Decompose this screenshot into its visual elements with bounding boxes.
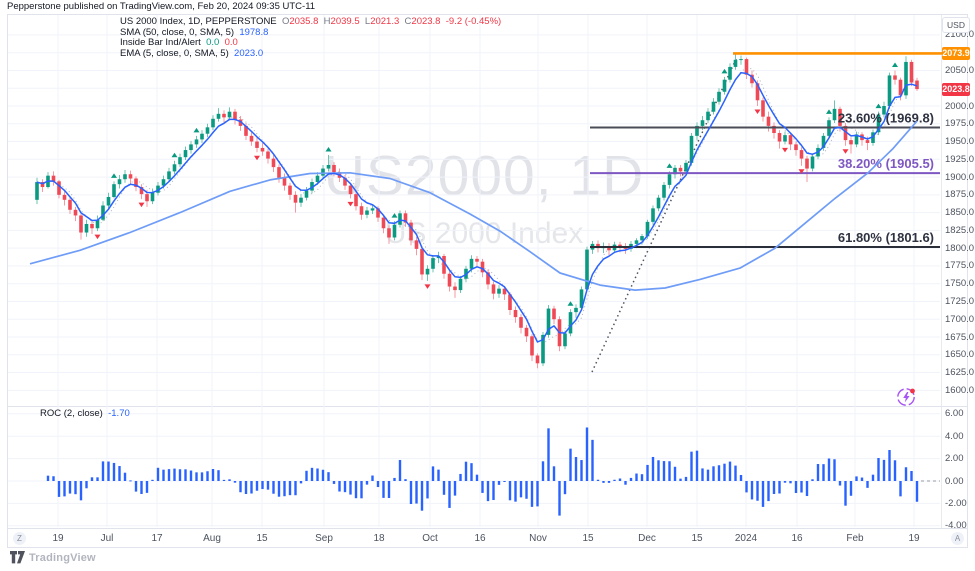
- price-axis-label: 1800.0: [945, 242, 975, 254]
- ema-indicator-title: EMA (5, close, 0, SMA, 5): [120, 47, 229, 59]
- main-legend: US 2000 Index, 1D, PEPPERSTONE O2035.8 H…: [120, 16, 502, 60]
- time-axis-label: 16: [791, 533, 803, 544]
- roc-indicator-value: -1.70: [108, 408, 130, 419]
- time-axis-label: 15: [256, 533, 268, 544]
- pane-divider[interactable]: [8, 406, 968, 407]
- legend-ema-row[interactable]: EMA (5, close, 0, SMA, 5) 2023.0: [120, 47, 501, 60]
- time-axis-label: Aug: [203, 533, 221, 544]
- symbol-watermark: US2000, 1D US 2000 Index: [324, 148, 645, 249]
- price-axis-label: 2100.0: [945, 29, 975, 41]
- price-axis-label: 1725.0: [945, 295, 975, 307]
- time-axis-label: Feb: [846, 533, 864, 544]
- price-axis-label: 2000.0: [945, 100, 975, 112]
- price-axis-label: 1675.0: [945, 331, 975, 343]
- timezone-badge[interactable]: Z: [13, 532, 26, 545]
- ohlc-open-label: O: [281, 16, 290, 27]
- roc-axis-label: -4.00: [945, 520, 967, 532]
- time-axis-label: 19: [908, 533, 920, 544]
- ohlc-close-label: C: [404, 16, 412, 27]
- time-axis-label: 16: [474, 533, 486, 544]
- insidebar-indicator-title: Inside Bar Ind/Alert: [120, 37, 201, 48]
- time-axis-label: Jul: [100, 533, 114, 544]
- roc-indicator-title: ROC (2, close): [40, 408, 103, 419]
- ohlc-close-value: 2023.8: [411, 16, 441, 27]
- legend-symbol-title: US 2000 Index, 1D, PEPPERSTONE: [120, 16, 277, 27]
- roc-legend[interactable]: ROC (2, close) -1.70: [40, 408, 130, 419]
- time-axis-label: Oct: [422, 533, 438, 544]
- time-axis-label: Nov: [529, 533, 547, 544]
- time-axis-label: Dec: [638, 533, 656, 544]
- price-axis-separator: [941, 15, 942, 528]
- price-axis-label: 1900.0: [945, 171, 975, 183]
- insidebar-value-1: 0.0: [206, 37, 220, 48]
- price-axis-label: 1600.0: [945, 384, 975, 396]
- auto-scale-badge[interactable]: A: [951, 532, 964, 545]
- sma-indicator-value: 1978.8: [239, 26, 269, 38]
- legend-symbol-row[interactable]: US 2000 Index, 1D, PEPPERSTONE O2035.8 H…: [120, 16, 502, 28]
- ohlc-open-value: 2035.8: [289, 16, 319, 27]
- ema-indicator-value: 2023.0: [234, 47, 264, 59]
- price-axis-label: 1750.0: [945, 278, 975, 290]
- ohlc-low-label: L: [364, 16, 371, 27]
- time-axis-label: 19: [52, 533, 64, 544]
- flash-icon: [897, 388, 915, 406]
- ohlc-low-value: 2021.3: [370, 16, 400, 27]
- price-axis-label: 1775.0: [945, 260, 975, 272]
- price-axis-label: 1950.0: [945, 136, 975, 148]
- chart-frame: [7, 14, 968, 548]
- roc-axis-label: 2.00: [945, 453, 964, 465]
- price-axis-label: 1850.0: [945, 207, 975, 219]
- sma-indicator-title: SMA (50, close, 0, SMA, 5): [120, 26, 235, 38]
- time-axis-label: 15: [691, 533, 703, 544]
- publish-attribution-text: Pepperstone published on TradingView.com…: [7, 1, 316, 12]
- tradingview-logo-text: TradingView: [29, 551, 96, 564]
- tradingview-logo[interactable]: TradingView: [10, 551, 96, 564]
- price-axis-label: 1825.0: [945, 224, 975, 236]
- legend-sma-row[interactable]: SMA (50, close, 0, SMA, 5) 1978.8: [120, 26, 501, 39]
- roc-axis-label: 4.00: [945, 430, 964, 442]
- legend-insidebar-row[interactable]: Inside Bar Ind/Alert 0.0 0.0: [120, 37, 501, 49]
- time-axis-label: 18: [373, 533, 385, 544]
- quick-trade-flash-button[interactable]: [896, 386, 918, 408]
- insidebar-value-2: 0.0: [224, 37, 238, 48]
- roc-axis-label: 6.00: [945, 408, 964, 420]
- time-axis-label: 17: [151, 533, 163, 544]
- price-axis-label: 2050.0: [945, 64, 975, 76]
- currency-usd-button[interactable]: USD: [942, 17, 970, 33]
- price-axis-label: 1875.0: [945, 189, 975, 201]
- time-axis-label: 2024: [734, 533, 758, 544]
- high-price-badge: 2073.9: [942, 46, 970, 60]
- price-axis-label: 1975.0: [945, 118, 975, 130]
- roc-axis-label: 0.00: [945, 475, 964, 487]
- ohlc-change-value: -9.2 (-0.45%): [445, 16, 502, 27]
- ohlc-high-value: 2039.5: [330, 16, 360, 27]
- ohlc-high-label: H: [323, 16, 331, 27]
- price-axis-label: 1625.0: [945, 367, 975, 379]
- last-price-badge: 2023.8: [942, 82, 970, 96]
- tradingview-logo-icon: [10, 551, 25, 564]
- price-axis-label: 1925.0: [945, 153, 975, 165]
- watermark-description: US 2000 Index: [384, 217, 584, 250]
- time-axis-label: 15: [582, 533, 594, 544]
- price-axis-label: 1650.0: [945, 349, 975, 361]
- time-axis-label: Sep: [315, 533, 333, 544]
- roc-axis-label: -2.00: [945, 497, 967, 509]
- watermark-symbol: US2000, 1D: [323, 144, 645, 208]
- time-axis-separator: [8, 528, 968, 529]
- price-axis-label: 1700.0: [945, 313, 975, 325]
